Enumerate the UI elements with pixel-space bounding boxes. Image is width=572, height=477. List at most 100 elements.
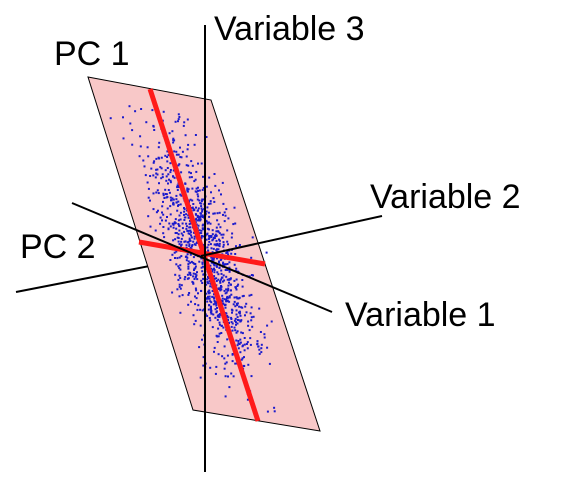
data-point: [213, 267, 215, 270]
data-point: [157, 192, 160, 195]
data-point: [211, 270, 213, 273]
data-point: [166, 160, 169, 163]
data-point: [183, 219, 186, 221]
data-point: [266, 410, 269, 413]
data-point: [231, 309, 234, 312]
data-point: [179, 287, 182, 290]
data-point: [184, 240, 187, 243]
data-point: [210, 312, 213, 315]
data-point: [222, 326, 225, 329]
data-point: [167, 173, 170, 176]
data-point: [168, 132, 171, 135]
data-point: [234, 317, 237, 320]
data-point: [206, 233, 209, 236]
data-point: [188, 176, 191, 179]
data-point: [162, 110, 165, 113]
data-point: [157, 146, 160, 149]
data-point: [223, 279, 226, 282]
data-point: [186, 241, 189, 244]
data-point: [217, 327, 220, 330]
data-point: [202, 175, 204, 178]
pc2-label: PC 2: [20, 228, 96, 266]
data-point: [213, 275, 216, 278]
data-point: [201, 338, 203, 341]
data-point: [200, 229, 203, 232]
data-point: [192, 256, 195, 259]
data-point: [235, 331, 238, 334]
data-point: [181, 227, 184, 230]
data-point: [214, 372, 217, 375]
data-point: [187, 267, 190, 270]
data-point: [227, 243, 229, 246]
data-point: [187, 260, 190, 263]
data-point: [233, 319, 236, 322]
data-point: [188, 171, 191, 174]
data-point: [197, 304, 200, 307]
data-point: [230, 321, 233, 324]
data-point: [186, 273, 189, 276]
data-point: [197, 207, 200, 210]
data-point: [152, 174, 155, 177]
data-point: [238, 296, 241, 299]
data-point: [207, 202, 210, 205]
data-point: [216, 219, 219, 222]
data-point: [223, 357, 226, 360]
data-point: [236, 302, 239, 305]
data-point: [157, 209, 159, 212]
data-point: [217, 315, 220, 318]
data-point: [195, 274, 198, 277]
data-point: [223, 298, 226, 301]
data-point: [207, 282, 210, 285]
data-point: [236, 304, 239, 307]
data-point: [195, 217, 198, 220]
data-point: [187, 164, 190, 167]
data-point: [189, 272, 192, 274]
data-point: [208, 304, 211, 307]
data-point: [181, 222, 184, 225]
data-point: [207, 221, 210, 224]
data-point: [210, 307, 212, 310]
data-point: [217, 353, 220, 356]
data-point: [238, 244, 241, 246]
data-point: [196, 308, 199, 311]
data-point: [213, 264, 216, 267]
data-point: [236, 330, 239, 333]
data-point: [217, 248, 220, 251]
data-point: [175, 153, 178, 156]
data-point: [221, 294, 224, 297]
data-point: [187, 229, 190, 232]
data-point: [180, 255, 183, 258]
data-point: [179, 203, 182, 206]
data-point: [268, 362, 271, 365]
data-point: [167, 154, 170, 157]
data-point: [235, 296, 238, 299]
data-point: [199, 308, 202, 311]
data-point: [167, 182, 169, 185]
data-point: [161, 205, 164, 208]
data-point: [172, 223, 175, 226]
data-point: [190, 160, 193, 163]
data-point: [193, 235, 196, 238]
data-point: [180, 171, 183, 174]
data-point: [202, 228, 205, 231]
data-point: [190, 231, 193, 234]
data-point: [224, 263, 227, 266]
data-point: [169, 171, 172, 174]
data-point: [189, 274, 192, 276]
data-point: [171, 197, 174, 200]
data-point: [263, 333, 266, 336]
data-point: [196, 198, 199, 201]
data-point: [156, 168, 159, 171]
data-point: [227, 316, 230, 319]
data-point: [230, 316, 233, 319]
data-point: [218, 321, 221, 324]
data-point: [226, 354, 229, 357]
data-point: [169, 179, 172, 182]
data-point: [177, 118, 180, 121]
data-point: [238, 311, 240, 314]
data-point: [235, 278, 238, 281]
data-point: [221, 236, 224, 239]
data-point: [206, 206, 209, 209]
data-point: [232, 375, 235, 378]
data-point: [215, 243, 218, 246]
